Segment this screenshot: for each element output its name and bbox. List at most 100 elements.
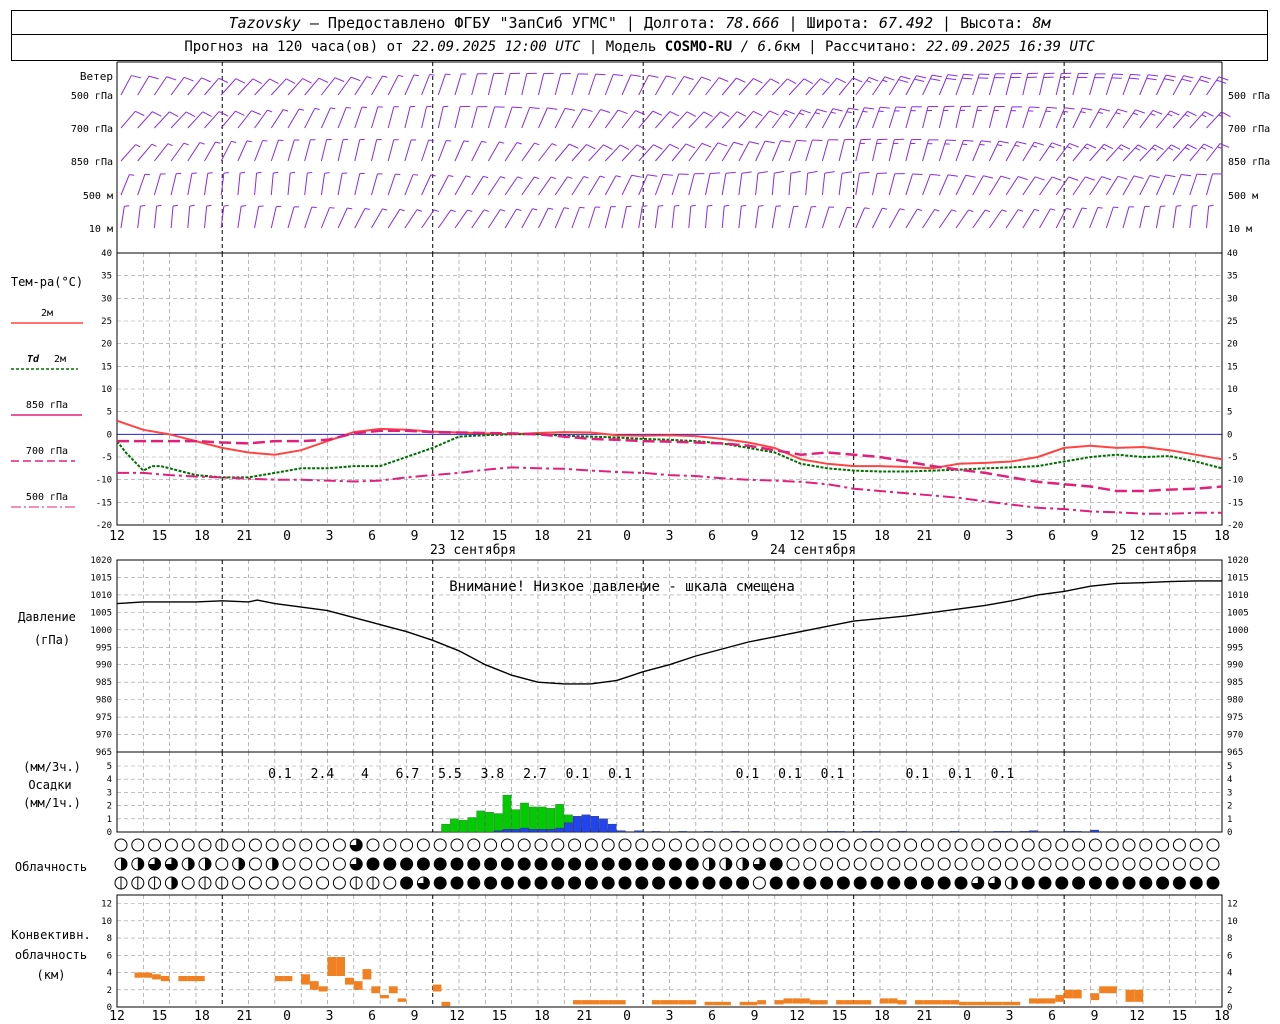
cloud-symbol: [853, 838, 867, 852]
wind-barb-staff: [705, 206, 708, 229]
cloud-symbol: [1105, 838, 1119, 852]
wind-barb-feather: [567, 176, 573, 179]
precip-total-label: 5.5: [438, 767, 461, 782]
wind-barb: [153, 76, 177, 96]
wind-barb-staff: [1189, 173, 1198, 196]
cloud-symbol: [870, 857, 884, 871]
wind-barb: [354, 76, 372, 96]
wind-barb-feather: [314, 107, 320, 110]
wind-barb: [187, 204, 195, 229]
wind-barb-feather: [1176, 205, 1182, 207]
cloud-fill-half: [1011, 877, 1018, 889]
conv-bar: [573, 1000, 582, 1005]
precip-rain-bar: [476, 810, 485, 833]
wind-barb-staff: [320, 107, 331, 129]
wind-barb-feather: [898, 79, 909, 83]
cloud-circle: [265, 876, 279, 890]
wind-barb-feather: [631, 174, 642, 178]
precip-total-label: 0.1: [948, 767, 971, 782]
wind-barb-staff: [771, 206, 777, 229]
wind-barb: [604, 109, 628, 129]
wind-barb-staff: [938, 74, 949, 96]
wind-barb-staff: [387, 139, 395, 162]
cloud-symbol: [500, 838, 514, 852]
wind-barb-feather: [548, 207, 554, 210]
cloud-circle: [282, 857, 296, 871]
wind-barb: [805, 206, 817, 229]
wind-barb-staff: [705, 142, 719, 162]
cloud-circle: [484, 838, 498, 852]
wind-barb-staff: [254, 140, 264, 162]
wind-barb-feather: [252, 78, 262, 84]
cloud-circle: [769, 838, 783, 852]
wind-barb-feather: [1184, 113, 1190, 118]
conv-bar: [327, 957, 337, 976]
wind-barb: [504, 72, 521, 96]
wind-barb-staff: [287, 108, 300, 129]
precip-title: Осадки: [28, 778, 71, 792]
cloud-circle: [1072, 857, 1086, 871]
wind-barb-feather: [582, 108, 593, 112]
wind-barb-staff: [220, 110, 236, 129]
wind-barb-feather: [382, 75, 388, 78]
cloud-symbol: [786, 857, 800, 871]
wind-barb-staff: [938, 106, 945, 129]
cloud-circle: [786, 857, 800, 871]
wind-barb-staff: [1206, 173, 1213, 196]
wind-barb: [187, 142, 205, 162]
wind-barb: [454, 140, 469, 162]
wind-barb-feather: [382, 208, 388, 211]
cloud-symbol: [1072, 857, 1086, 871]
time-tick-label: 12: [109, 529, 125, 544]
model-label: | Модель: [580, 39, 665, 55]
wind-barb-feather: [841, 171, 853, 174]
wind-barb-staff: [1122, 109, 1136, 129]
wind-barb: [1039, 208, 1056, 229]
wind-barb-staff: [621, 206, 628, 229]
wind-barb: [1105, 206, 1119, 229]
wind-barb: [1089, 176, 1112, 196]
wind-barb-staff: [354, 107, 363, 129]
wind-barb-staff: [1139, 175, 1151, 196]
conv-bar: [915, 1000, 924, 1005]
cloud-circle: [198, 838, 212, 852]
wind-barb-feather: [463, 140, 469, 143]
wind-barb-staff: [354, 208, 366, 229]
wind-barb-feather: [500, 176, 506, 179]
conv-bar: [274, 975, 284, 982]
wind-barb-feather: [1204, 111, 1214, 117]
conv-bar: [353, 981, 363, 990]
wind-barb: [738, 78, 763, 96]
wind-barb: [371, 208, 388, 229]
cloud-fill-full: [434, 877, 447, 889]
temp-tick-right: 25: [1227, 317, 1238, 327]
cloud-fill-full: [1072, 877, 1085, 889]
cloud-fill-full: [518, 858, 531, 870]
pressure-tick-left: 1010: [90, 591, 112, 601]
temp-tick-right: 15: [1227, 362, 1238, 372]
wind-barb-staff: [621, 74, 632, 96]
wind-barb-staff: [1172, 111, 1188, 129]
wind-barb-feather: [399, 208, 405, 212]
wind-barb: [1172, 174, 1192, 196]
cloud-symbol: [299, 876, 313, 890]
wind-barb-staff: [137, 75, 150, 96]
wind-barb: [1139, 174, 1160, 196]
cloud-fill-full: [803, 877, 816, 889]
wind-barb-staff: [421, 139, 430, 162]
wind-barb-feather: [931, 74, 942, 78]
wind-barb: [187, 172, 197, 196]
precip-snow-bar: [651, 831, 661, 833]
wind-barb-feather: [666, 75, 677, 79]
wind-level-label-left: 10 м: [89, 224, 113, 235]
cloud-fill-full: [1055, 877, 1068, 889]
wind-barb: [371, 75, 388, 96]
wind-barb: [254, 171, 262, 196]
cloud-circle: [248, 838, 262, 852]
cloud-symbol: [181, 876, 195, 890]
cloud-symbol: [887, 857, 901, 871]
cloud-symbol: [988, 876, 1002, 890]
wind-barb-feather: [201, 77, 211, 83]
wind-barb: [755, 171, 768, 196]
time-tick-label: 18: [534, 529, 550, 544]
